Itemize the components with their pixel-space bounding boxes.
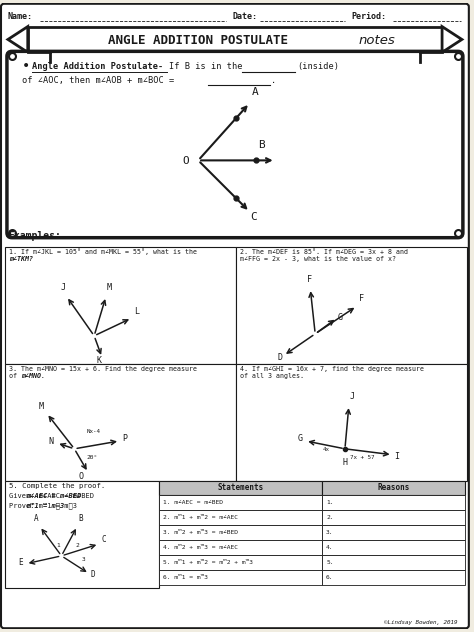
Bar [159,480,322,495]
Text: I: I [394,452,400,461]
Text: C: C [101,535,106,544]
Text: Given: m∠AEC = m∠BED: Given: m∠AEC = m∠BED [9,494,94,499]
Bar [159,555,322,569]
Text: 3. The m∠MNO = 15x + 6. Find the degree measure: 3. The m∠MNO = 15x + 6. Find the degree … [9,365,197,372]
Bar [5,480,159,588]
Bar [159,510,322,525]
Text: 5. m™1 + m™2 = m™2 + m™3: 5. m™1 + m™2 = m™2 + m™3 [163,560,253,565]
Text: 6. m™1 = m™3: 6. m™1 = m™3 [163,574,208,580]
Bar [28,27,442,52]
Text: If B is in the: If B is in the [168,62,242,71]
Text: 2.: 2. [326,515,334,520]
Text: Statements: Statements [217,483,264,492]
Text: Reasons: Reasons [377,483,410,492]
Text: B: B [78,514,83,523]
Bar [322,510,465,525]
Bar [159,540,322,555]
Text: A: A [34,514,38,523]
Text: notes: notes [358,34,395,47]
Text: 3. m™2 + m™3 = m∠BED: 3. m™2 + m™3 = m∠BED [163,530,237,535]
Bar [322,569,465,585]
Text: ANGLE ADDITION POSTULATE: ANGLE ADDITION POSTULATE [108,34,288,47]
Text: 7x + 57: 7x + 57 [350,455,374,459]
Text: C: C [250,212,256,222]
Text: of all 3 angles.: of all 3 angles. [240,374,304,379]
Text: •: • [22,59,30,73]
Text: N: N [48,437,54,446]
Text: Examples:: Examples: [8,231,61,241]
Polygon shape [442,27,462,52]
Text: m∠MNO.: m∠MNO. [21,374,45,379]
Text: Angle Addition Postulate-: Angle Addition Postulate- [32,62,163,71]
Text: L: L [134,307,139,316]
Text: F: F [307,276,312,284]
Bar [322,540,465,555]
Text: Date:: Date: [233,11,258,21]
Text: 6.: 6. [326,574,334,580]
Text: 3.: 3. [326,530,334,535]
Text: 3: 3 [81,557,85,562]
Bar [322,555,465,569]
Text: m∠TKM?: m∠TKM? [9,257,33,262]
Bar [159,569,322,585]
Text: ©Lindsay Bowden, 2019: ©Lindsay Bowden, 2019 [384,620,458,625]
Text: P: P [122,434,127,443]
Text: 20°: 20° [86,455,98,459]
Text: 1. m∠AEC = m∠BED: 1. m∠AEC = m∠BED [163,501,223,506]
Text: M: M [39,402,44,411]
Text: Nx-4: Nx-4 [86,429,100,434]
Text: O: O [78,471,83,480]
Bar [159,495,322,510]
Text: O: O [182,156,189,166]
Text: H: H [343,458,348,466]
Text: J: J [61,283,65,292]
Bar [5,246,236,363]
Text: K: K [96,356,101,365]
Text: of ∠AOC, then m∠AOB + m∠BOC =: of ∠AOC, then m∠AOB + m∠BOC = [22,76,174,85]
Text: M: M [107,283,112,292]
Bar [236,246,467,363]
Text: D: D [278,353,283,362]
Text: m™1 = m∢3: m™1 = m∢3 [26,502,64,509]
Text: J: J [350,392,355,401]
Text: 1: 1 [56,543,60,548]
Bar [159,525,322,540]
Text: (inside): (inside) [297,62,339,71]
Text: 2. The m∠DEF is 85°. If m∠DEG = 3x + 8 and: 2. The m∠DEF is 85°. If m∠DEG = 3x + 8 a… [240,248,408,255]
Text: F: F [359,294,364,303]
Text: D: D [90,569,95,579]
Text: 5.: 5. [326,560,334,565]
Text: .: . [271,76,276,85]
Text: Period:: Period: [352,11,387,21]
Text: Prove: m™1 = m∢3: Prove: m™1 = m∢3 [9,502,77,509]
Bar [322,495,465,510]
Text: E: E [18,558,22,567]
Text: 4.: 4. [326,545,334,550]
Bar [5,363,236,480]
Text: G: G [297,434,302,443]
Text: 4. m™2 + m™3 = m∠AEC: 4. m™2 + m™3 = m∠AEC [163,545,237,550]
Text: m∠FFG = 2x - 3, what is the value of x?: m∠FFG = 2x - 3, what is the value of x? [240,257,396,262]
Text: 1.: 1. [326,501,334,506]
Text: 5. Complete the proof.: 5. Complete the proof. [9,483,105,489]
Text: 2. m™1 + m™2 = m∠AEC: 2. m™1 + m™2 = m∠AEC [163,515,237,520]
Bar [322,525,465,540]
Text: Name:: Name: [8,11,33,21]
Bar [236,363,467,480]
FancyBboxPatch shape [7,51,463,238]
Text: G: G [338,313,343,322]
Text: 1. If m∠JKL = 105° and m∠MKL = 55°, what is the: 1. If m∠JKL = 105° and m∠MKL = 55°, what… [9,248,197,255]
Text: 2: 2 [75,543,79,548]
Text: 4x: 4x [323,447,330,452]
Text: A: A [252,87,258,97]
Polygon shape [8,27,28,52]
Text: 4. If m∠GHI = 16x + 7, find the degree measure: 4. If m∠GHI = 16x + 7, find the degree m… [240,365,424,372]
Text: of: of [9,374,21,379]
Text: B: B [258,140,264,150]
Text: m∠AEC = m∠BED: m∠AEC = m∠BED [26,494,81,499]
FancyBboxPatch shape [1,4,469,628]
Bar [322,480,465,495]
